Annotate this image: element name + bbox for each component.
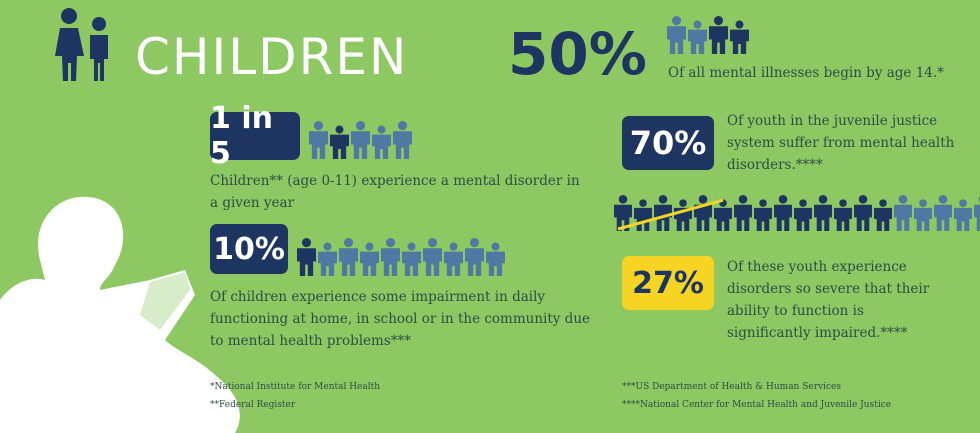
child-reading-silhouette (0, 196, 240, 433)
person-icon (485, 242, 505, 276)
person-icon (794, 199, 812, 231)
figures-70 (614, 193, 980, 233)
person-icon (730, 20, 749, 54)
figures-50 (667, 14, 751, 56)
person-icon (634, 199, 652, 231)
person-icon (297, 238, 316, 276)
person-icon (894, 195, 912, 231)
stat-70-badge: 70% (622, 116, 714, 170)
figures-10 (297, 236, 507, 278)
page-title: CHILDREN (135, 28, 409, 86)
person-icon (974, 196, 980, 231)
footnote-2: **Federal Register (210, 400, 296, 410)
stat-27-badge: 27% (622, 256, 714, 310)
stat-1in5-badge: 1 in 5 (210, 101, 300, 171)
person-icon (914, 199, 932, 231)
person-icon (934, 195, 952, 231)
stat-50-value: 50% (508, 20, 647, 88)
person-icon (339, 238, 358, 276)
person-icon (443, 242, 463, 276)
person-icon (734, 195, 752, 231)
person-icon (774, 195, 792, 231)
person-icon (393, 121, 412, 159)
stat-50-text: Of all mental illnesses begin by age 14.… (668, 65, 944, 81)
person-icon (954, 199, 972, 231)
person-icon (854, 195, 872, 231)
person-icon (318, 242, 337, 276)
person-icon (709, 16, 728, 54)
person-icon (351, 121, 370, 159)
footnote-1: *National Institute for Mental Health (210, 382, 381, 392)
person-icon (381, 238, 400, 276)
person-icon (330, 125, 349, 159)
stat-10-text: Of children experience some impairment i… (210, 289, 591, 349)
strike-line (617, 198, 724, 231)
stat-27-text: Of these youth experience disorders so s… (727, 259, 930, 341)
person-icon (694, 195, 712, 231)
person-icon (309, 121, 328, 159)
person-icon (372, 125, 391, 159)
stat-70-text: Of youth in the juvenile justice system … (727, 113, 955, 173)
children-icon (55, 8, 108, 81)
person-icon (674, 199, 692, 231)
stat-10-badge: 10% (210, 224, 288, 274)
figures-1in5 (309, 119, 414, 161)
person-icon (464, 238, 484, 276)
footnote-3: ***US Department of Health & Human Servi… (622, 382, 841, 392)
person-icon (714, 199, 732, 231)
person-icon (402, 242, 421, 276)
person-icon (654, 195, 672, 231)
person-icon (667, 16, 686, 54)
person-icon (814, 195, 832, 231)
person-icon (614, 195, 632, 231)
stat-1in5-text: Children** (age 0-11) experience a menta… (210, 173, 580, 211)
person-icon (754, 199, 772, 231)
person-icon (422, 238, 442, 276)
person-icon (834, 199, 852, 231)
footnote-4: ****National Center for Mental Health an… (622, 400, 892, 410)
person-icon (360, 242, 379, 276)
person-icon (874, 199, 892, 231)
person-icon (688, 20, 707, 54)
